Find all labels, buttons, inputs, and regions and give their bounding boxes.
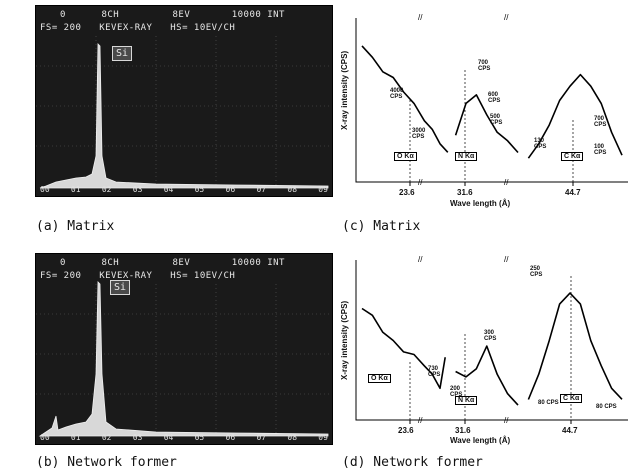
eds-b-peak-label: Si [110, 280, 131, 295]
axis-break-mark: // [504, 178, 509, 187]
wds-c-peak-n: N Kα [455, 152, 478, 161]
caption-c: (c) Matrix [342, 219, 421, 234]
axis-lines [355, 18, 628, 183]
wds-c-ann-8: 100 CPS [594, 144, 607, 156]
eds-spectrum-a-trace [39, 43, 329, 189]
wds-d-xtick-2: 31.6 [455, 426, 471, 435]
spectrum-trace-segment-1 [361, 45, 449, 153]
eds-b-header-2: FS= 200 KEVEX-RAY HS= 10EV/CH [40, 271, 236, 281]
wds-c-peak-c: C Kα [561, 152, 584, 161]
wds-d-ann-2: 730 CPS [428, 366, 441, 378]
wds-d-ann-4: 250 CPS [530, 266, 543, 278]
axis-break-mark: // [504, 255, 509, 264]
caption-d: (d) Network former [342, 455, 483, 470]
eds-a-header-2: FS= 200 KEVEX-RAY HS= 10EV/CH [40, 23, 236, 33]
wds-c-xtick-3: 44.7 [565, 188, 581, 197]
eds-a-peak-label: Si [112, 46, 133, 61]
axis-break-mark: // [418, 255, 423, 264]
caption-a: (a) Matrix [36, 219, 115, 234]
eds-spectrum-a-plot [36, 36, 332, 189]
spectrum-trace-segment-1 [361, 307, 446, 390]
eds-a-axis-ticks: 00 01 02 03 04 05 06 07 08 09 [40, 185, 328, 194]
wds-c-peak-o: O Kα [394, 152, 417, 161]
wds-chart-d-plot: // // // // [355, 255, 628, 425]
caption-b: (b) Network former [36, 455, 177, 470]
wds-chart-d: // // // // X-ray intensity (CPS) 23.6 31.6… [338, 252, 630, 452]
axis-break-mark: // [504, 416, 509, 425]
wds-c-xtick-2: 31.6 [457, 188, 473, 197]
wds-d-peak-o: O Kα [368, 374, 391, 383]
eds-b-axis-ticks: 00 01 02 03 04 05 06 07 08 09 [40, 433, 328, 442]
wds-d-xtick-3: 44.7 [562, 426, 578, 435]
axis-break-mark: // [418, 13, 423, 22]
wds-c-ann-3: 700 CPS [478, 60, 491, 72]
wds-d-ann-6: 80 CPS [596, 404, 617, 410]
wds-d-ann-5: 80 CPS [538, 400, 559, 406]
wds-c-ann-6: 700 CPS [594, 116, 607, 128]
wds-c-xlabel: Wave length (Å) [450, 199, 511, 208]
eds-a-header-1: 0 8CH 8EV 10000 INT [60, 10, 285, 20]
eds-spectrum-a: 0 8CH 8EV 10000 INT FS= 200 KEVEX-RAY HS… [35, 5, 333, 197]
wds-d-ylabel: X-ray intensity (CPS) [340, 300, 349, 380]
wds-d-ann-3: 200 CPS [450, 386, 463, 398]
eds-spectrum-b-trace [38, 281, 329, 437]
wds-d-xlabel: Wave length (Å) [450, 436, 511, 445]
wds-c-ann-1: 4000 CPS [390, 88, 404, 100]
axis-break-mark: // [418, 178, 423, 187]
spectrum-trace-segment-3 [527, 73, 623, 159]
wds-chart-c: // // // // X-ray intensity (CPS) 23.6 31.6… [338, 10, 630, 210]
wds-c-ann-7: 130 CPS [534, 138, 547, 150]
wds-d-ann-1: 300 CPS [484, 330, 497, 342]
wds-c-xtick-1: 23.6 [399, 188, 415, 197]
axis-break-mark: // [504, 13, 509, 22]
spectrum-trace-segment-2 [455, 345, 519, 406]
wds-c-ann-2: 3000 CPS [412, 128, 426, 140]
wds-c-ylabel: X-ray intensity (CPS) [340, 50, 349, 130]
eds-spectrum-b: 0 8CH 8EV 10000 INT FS= 200 KEVEX-RAY HS… [35, 253, 333, 445]
axis-lines [355, 260, 628, 421]
wds-c-ann-4: 600 CPS [488, 92, 501, 104]
wds-d-peak-n: N Kα [455, 396, 478, 405]
eds-spectrum-b-plot [36, 281, 332, 437]
spectrum-trace-segment-3 [527, 292, 623, 400]
spectrum-trace-segment-2 [454, 94, 519, 154]
wds-d-peak-c: C Kα [560, 394, 583, 403]
wds-d-xtick-1: 23.6 [398, 426, 414, 435]
axis-break-mark: // [418, 416, 423, 425]
wds-c-ann-5: 500 CPS [490, 114, 503, 126]
wds-chart-c-plot: // // // // [355, 13, 628, 187]
eds-b-header-1: 0 8CH 8EV 10000 INT [60, 258, 285, 268]
